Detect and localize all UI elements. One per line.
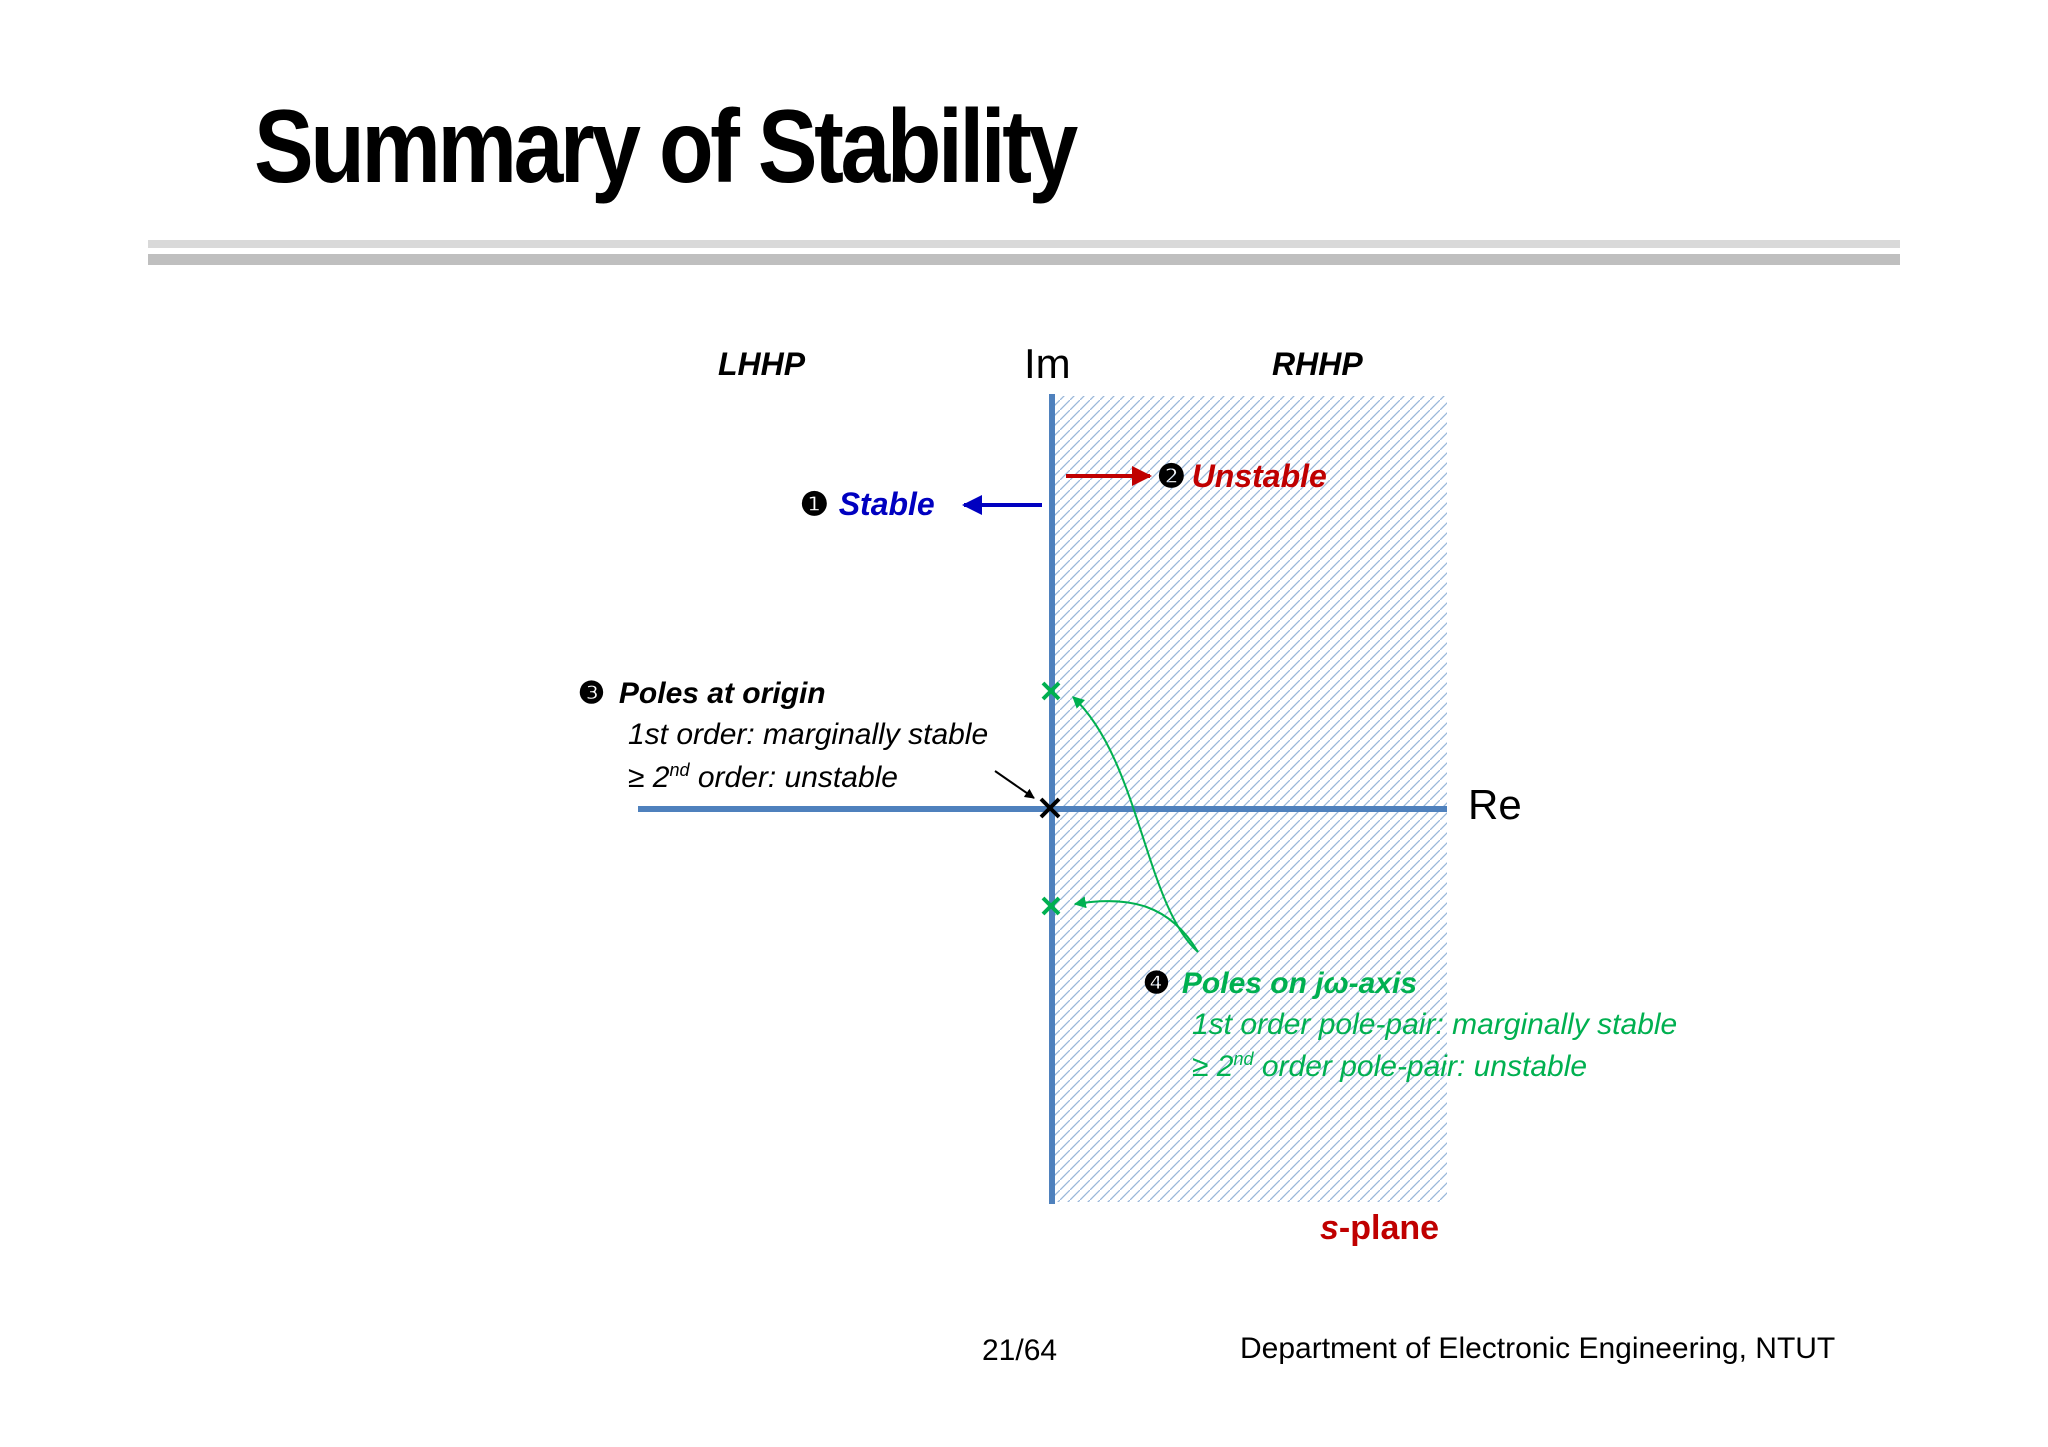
jw-poles-title: ❹ Poles on jω-axis — [1143, 969, 1417, 999]
department-footer: Department of Electronic Engineering, NT… — [1240, 1332, 1836, 1365]
title-divider-bottom — [148, 254, 1900, 265]
origin-poles-line1: 1st order: marginally stable — [628, 718, 989, 751]
origin-poles-line2-prefix: ≥ 2 — [628, 761, 670, 794]
s-plane-label: s-plane — [1320, 1211, 1439, 1245]
s-plane-label-s: s — [1320, 1209, 1339, 1247]
page-number: 21/64 — [982, 1334, 1058, 1367]
im-axis-label: Im — [1024, 340, 1071, 387]
stable-text: Stable — [838, 486, 935, 522]
unstable-label: ❷ Unstable — [1157, 460, 1327, 492]
rhp-hatched-region — [1054, 396, 1447, 1202]
jw-poles-line1: 1st order pole-pair: marginally stable — [1192, 1008, 1678, 1041]
rhhp-label: RHHP — [1272, 346, 1363, 382]
origin-pointer-arrow — [994, 770, 1035, 799]
jw-poles-line2-suffix: order pole-pair: unstable — [1253, 1050, 1588, 1083]
origin-poles-number-icon: ❸ — [578, 677, 605, 710]
jw-pointer-lower — [1073, 896, 1199, 953]
s-plane-label-rest: -plane — [1338, 1209, 1440, 1247]
origin-pole-marker — [1039, 797, 1061, 819]
jw-poles-number-icon: ❹ — [1143, 967, 1170, 1000]
jw-poles-line2-prefix: ≥ 2 — [1192, 1050, 1234, 1083]
unstable-number-icon: ❷ — [1157, 458, 1186, 494]
origin-poles-line2-suffix: order: unstable — [689, 761, 898, 794]
jw-pole-upper-marker — [1041, 681, 1061, 701]
jw-poles-line2-sup: nd — [1233, 1049, 1254, 1069]
re-axis-label: Re — [1468, 781, 1522, 828]
stable-label: ❶ Stable — [800, 488, 935, 520]
origin-poles-line2: ≥ 2nd order: unstable — [628, 761, 898, 793]
unstable-text: Unstable — [1191, 458, 1327, 494]
jw-poles-line2: ≥ 2nd order pole-pair: unstable — [1192, 1050, 1587, 1082]
slide-title: Summary of Stability — [254, 89, 1078, 205]
jw-pole-lower-marker — [1041, 896, 1061, 916]
title-divider-top — [148, 240, 1900, 248]
origin-poles-title-text: Poles at origin — [618, 677, 826, 710]
origin-poles-line2-sup: nd — [669, 760, 690, 780]
lhhp-label: LHHP — [718, 346, 806, 382]
jw-poles-title-text: Poles on jω-axis — [1181, 967, 1418, 1000]
origin-poles-title: ❸ Poles at origin — [578, 679, 826, 709]
stable-number-icon: ❶ — [800, 486, 829, 522]
